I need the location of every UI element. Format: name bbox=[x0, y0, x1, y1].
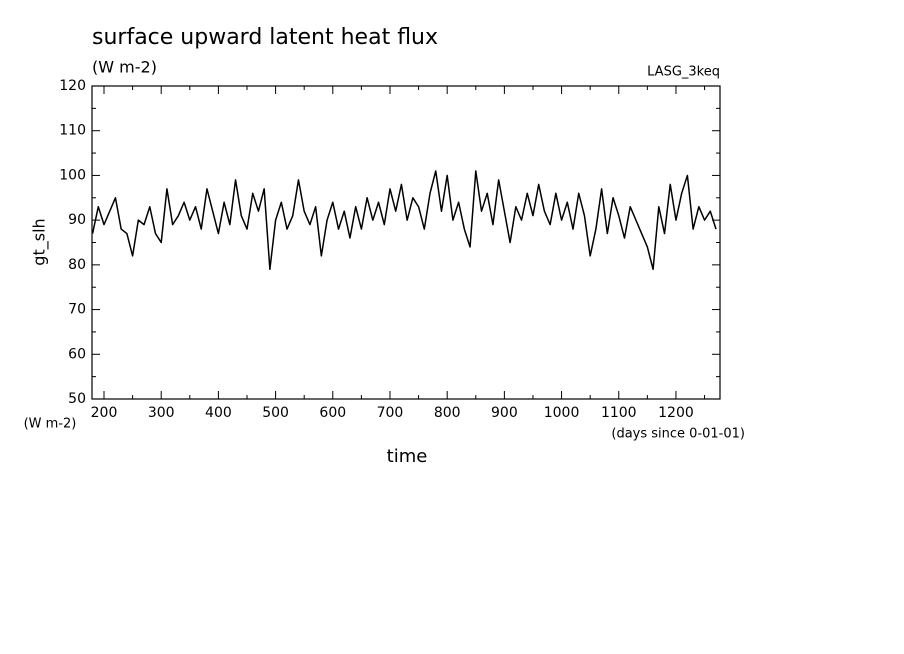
x-tick-label: 900 bbox=[491, 405, 518, 421]
y-tick-label: 80 bbox=[68, 257, 86, 273]
y-tick-label: 60 bbox=[68, 346, 86, 362]
chart-title: surface upward latent heat flux bbox=[92, 25, 438, 50]
x-tick-label: 1200 bbox=[658, 405, 694, 421]
x-tick-label: 300 bbox=[148, 405, 175, 421]
y-tick-label: 50 bbox=[68, 391, 86, 407]
y-tick-label: 90 bbox=[68, 212, 86, 228]
x-tick-label: 800 bbox=[434, 405, 461, 421]
y-tick-label: 100 bbox=[59, 167, 86, 183]
y-tick-label: 120 bbox=[59, 78, 86, 94]
x-tick-label: 500 bbox=[262, 405, 289, 421]
y-axis-unit: (W m-2) bbox=[24, 417, 77, 432]
x-tick-label: 200 bbox=[91, 405, 118, 421]
chart-subtitle: (W m-2) bbox=[92, 58, 157, 77]
x-axis-unit: (days since 0-01-01) bbox=[611, 427, 745, 442]
x-tick-label: 400 bbox=[205, 405, 232, 421]
x-tick-label: 1100 bbox=[601, 405, 637, 421]
x-tick-label: 1000 bbox=[544, 405, 580, 421]
x-tick-label: 600 bbox=[319, 405, 346, 421]
x-tick-label: 700 bbox=[377, 405, 404, 421]
data-line bbox=[91, 170, 717, 271]
y-axis-label: gt_slh bbox=[30, 218, 50, 265]
y-tick-label: 110 bbox=[59, 123, 86, 139]
annotation: LASG_3keq bbox=[647, 65, 720, 80]
y-tick-label: 70 bbox=[68, 302, 86, 318]
x-axis-label: time bbox=[387, 446, 428, 467]
